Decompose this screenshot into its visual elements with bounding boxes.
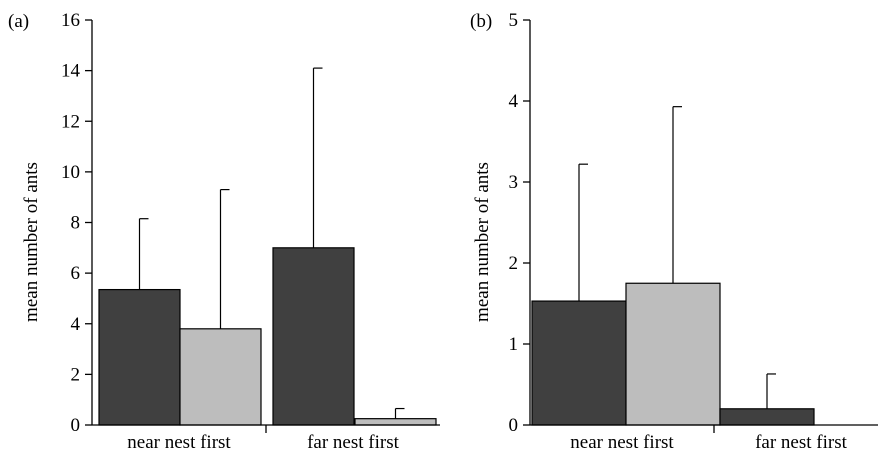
y-tick-label: 10 xyxy=(61,162,80,183)
panel-b-category-label: far nest first xyxy=(755,432,848,453)
panel-b-label: (b) xyxy=(470,11,492,32)
panel-b: (b) mean number of ants 0 1 2 3 4 5 near nest… xyxy=(470,10,878,453)
bar xyxy=(531,300,627,426)
panel-a-y-ticks: 0 2 4 6 8 10 12 14 16 xyxy=(61,10,92,436)
panel-a-category-label: near nest first xyxy=(127,432,231,453)
y-tick-label: 2 xyxy=(71,364,81,385)
y-tick-label: 0 xyxy=(509,415,519,436)
y-tick-label: 14 xyxy=(61,61,81,82)
bar xyxy=(625,282,721,426)
bar xyxy=(719,408,815,426)
y-tick-label: 16 xyxy=(61,10,80,31)
panel-a-bars xyxy=(98,67,437,426)
panel-b-y-ticks: 0 1 2 3 4 5 xyxy=(509,10,530,436)
y-tick-label: 6 xyxy=(71,263,81,284)
bar xyxy=(272,247,355,426)
panel-b-category-label: near nest first xyxy=(570,432,674,453)
panel-a-category-label: far nest first xyxy=(307,432,400,453)
y-tick-label: 2 xyxy=(509,253,519,274)
y-tick-label: 0 xyxy=(71,415,81,436)
bar xyxy=(179,328,262,426)
y-tick-label: 4 xyxy=(509,91,519,112)
bar xyxy=(98,288,181,426)
bar xyxy=(354,418,437,426)
panel-b-bars xyxy=(531,106,815,426)
y-tick-label: 5 xyxy=(509,10,519,31)
y-tick-label: 4 xyxy=(71,314,81,335)
y-tick-label: 3 xyxy=(509,172,519,193)
panel-a-y-axis-label: mean number of ants xyxy=(21,162,42,322)
panel-b-y-axis-label: mean number of ants xyxy=(472,162,493,322)
y-tick-label: 1 xyxy=(509,334,519,355)
panel-a: (a) mean number of ants 0 2 4 6 8 10 12 14 16 ne… xyxy=(8,10,440,453)
panel-a-label: (a) xyxy=(8,11,29,32)
y-tick-label: 12 xyxy=(61,111,80,132)
y-tick-label: 8 xyxy=(71,213,81,234)
